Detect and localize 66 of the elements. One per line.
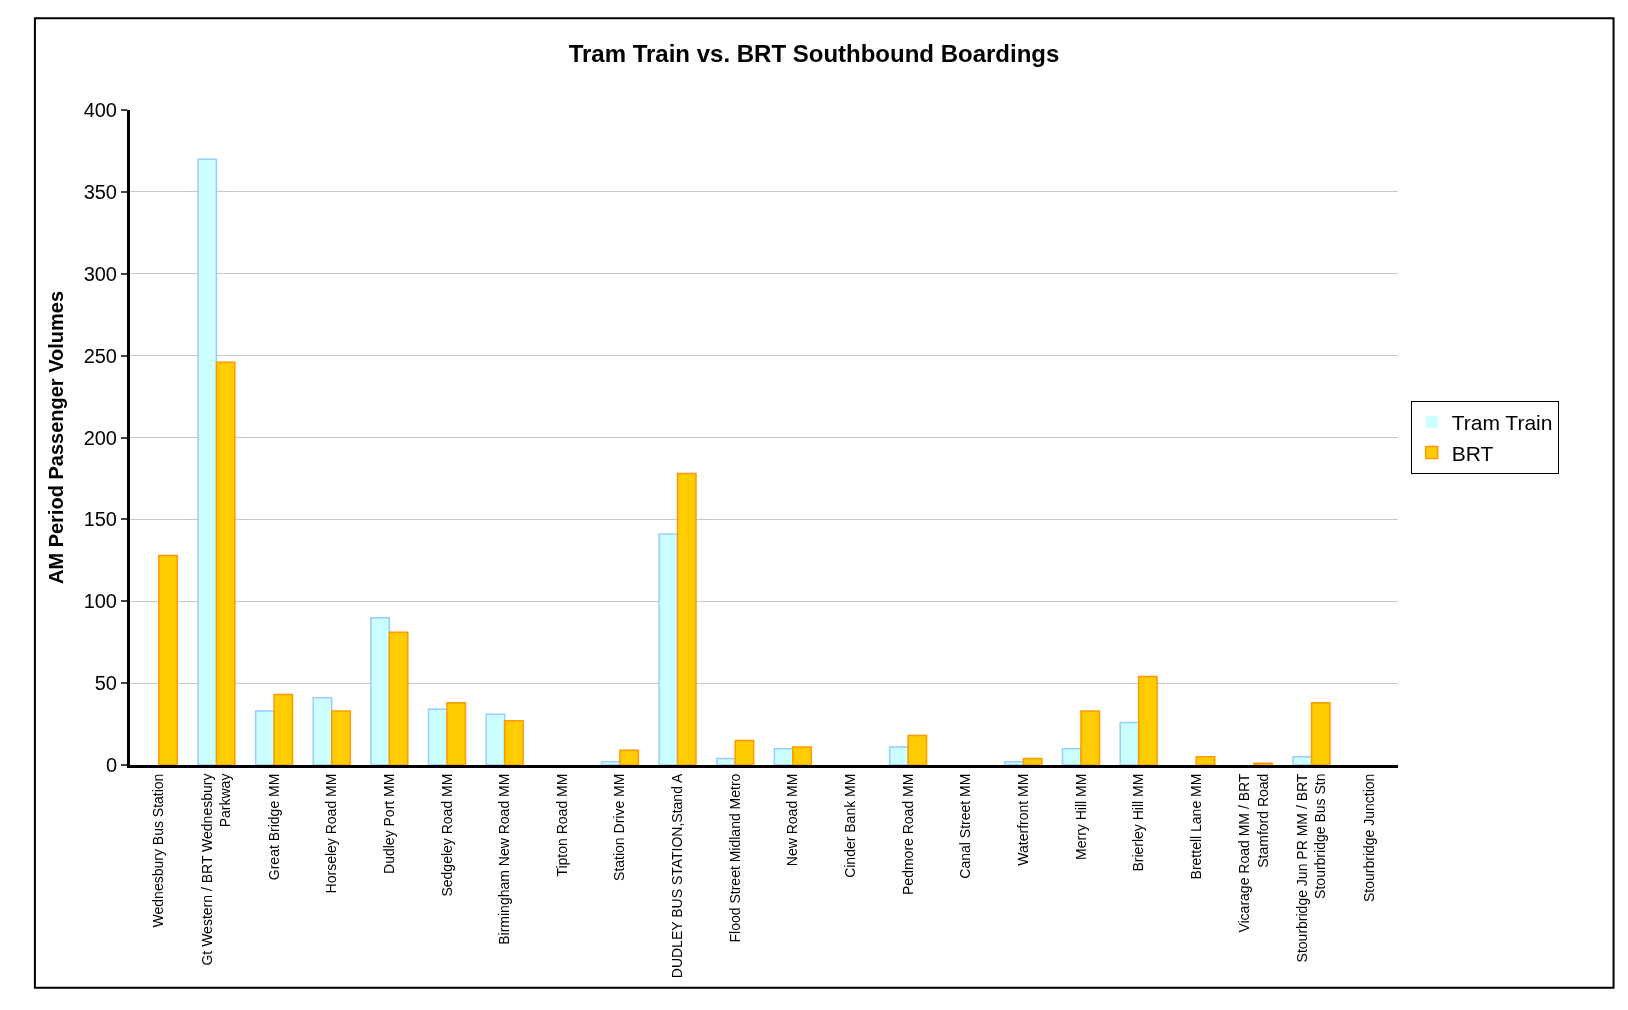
legend-label: Tram Train xyxy=(1451,411,1553,435)
bar xyxy=(1080,710,1101,765)
x-tick-label: Brierley Hill MM xyxy=(1130,773,1147,872)
x-tick-label: Tipton Road MM xyxy=(553,773,570,877)
bar xyxy=(792,746,813,765)
bar xyxy=(485,713,506,765)
bar xyxy=(1137,675,1158,765)
bar xyxy=(1292,756,1313,765)
bar xyxy=(619,749,640,765)
bar xyxy=(734,739,755,765)
x-tick-label: Horseley Road MM xyxy=(323,773,340,894)
bar xyxy=(600,760,621,765)
x-tick-label: Birmingham New Road MM xyxy=(496,773,513,945)
y-tick-label: 100 xyxy=(83,590,117,613)
legend-label: BRT xyxy=(1451,441,1494,465)
x-tick-label: Gt Western / BRT Wednesbury Parkway xyxy=(198,773,234,966)
bar xyxy=(1004,760,1025,765)
y-tick-label: 300 xyxy=(83,262,117,285)
x-tick-label: Merry Hill MM xyxy=(1072,773,1089,860)
bar xyxy=(773,747,794,765)
bar xyxy=(388,631,409,765)
x-tick-label: Cinder Bank MM xyxy=(842,773,858,878)
bar xyxy=(1310,702,1331,765)
bar xyxy=(1022,757,1043,765)
bar xyxy=(370,616,391,765)
x-tick-label: Dudley Port MM xyxy=(380,773,397,874)
bar xyxy=(888,746,909,765)
x-tick-label: Sedgeley Road MM xyxy=(438,773,455,897)
bar xyxy=(330,710,351,765)
y-tick-label: 400 xyxy=(83,99,117,121)
y-tick-label: 250 xyxy=(83,344,117,367)
x-tick-label: Flood Street Midland Metro xyxy=(726,773,743,943)
bar xyxy=(1119,721,1140,765)
x-tick-label: Waterfront MM xyxy=(1014,773,1031,866)
y-tick-label: 0 xyxy=(105,754,117,776)
y-tick-label: 50 xyxy=(94,672,117,695)
x-tick-label: Vicarage Road MM / BRT Stamford Road xyxy=(1236,773,1271,933)
bar xyxy=(446,702,467,765)
y-axis-title: AM Period Passenger Volumes xyxy=(45,290,68,585)
bar xyxy=(658,533,679,765)
bar xyxy=(1195,756,1216,765)
x-tick-label: Pedmore Road MM xyxy=(899,773,916,895)
x-tick-label: Station Drive MM xyxy=(611,773,628,881)
chart-title: Tram Train vs. BRT Southbound Boardings xyxy=(568,40,1060,68)
x-tick-label: Brettell Lane MM xyxy=(1187,773,1204,880)
y-tick-label: 200 xyxy=(83,426,117,449)
x-tick-label: New Road MM xyxy=(784,773,801,867)
bar xyxy=(197,158,218,765)
x-tick-label: Great Bridge MM xyxy=(265,773,282,881)
x-tick-label: Canal Street MM xyxy=(957,773,974,879)
x-tick-label: Wednesbury Bus Station xyxy=(150,773,167,928)
x-tick-label: DUDLEY BUS STATION,Stand A xyxy=(669,772,686,979)
x-tick-label: Stourbridge Jun PR MM / BRT Stourbridge Bus Stn xyxy=(1294,773,1329,963)
bar xyxy=(273,693,294,765)
bar xyxy=(215,361,236,765)
x-tick-label: Stourbridge Junction xyxy=(1360,773,1377,903)
bar xyxy=(312,697,333,765)
y-tick-label: 350 xyxy=(83,180,117,203)
bar xyxy=(1061,747,1082,765)
y-tick-label: 150 xyxy=(83,508,117,531)
bar xyxy=(676,472,697,765)
bar xyxy=(254,710,275,765)
bar xyxy=(158,554,179,765)
bar xyxy=(503,720,524,765)
bar xyxy=(427,708,448,765)
bar xyxy=(907,734,928,765)
